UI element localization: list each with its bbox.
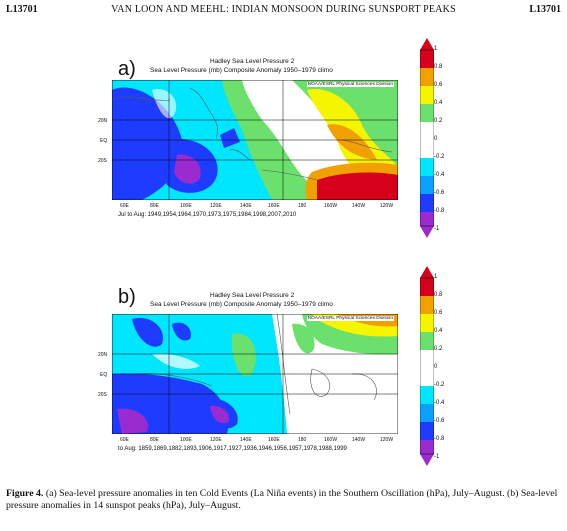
- colorbar-b-label: 0.4: [434, 328, 443, 334]
- panel-a: a) Hadley Sea Level Pressure 2 Sea Level…: [0, 40, 567, 240]
- panel-a-lat-label: EQ: [100, 138, 108, 144]
- panel-a-lon-label: 180: [298, 203, 307, 209]
- colorbar-a-label: -0.2: [434, 154, 445, 160]
- caption-text: (a) Sea-level pressure anomalies in ten …: [6, 488, 558, 511]
- panel-b-lon-label: 100E: [180, 437, 192, 443]
- panel-a-lon-label: 140E: [240, 203, 252, 209]
- panel-b-lat-label: EQ: [100, 372, 108, 378]
- panel-b-map: NOAA/ESRL Physical Sciences Division: [112, 314, 398, 434]
- colorbar-a-label: 1: [434, 46, 438, 52]
- colorbar-b-label: -0.8: [434, 436, 445, 442]
- panel-a-letter: a): [118, 58, 136, 80]
- panel-a-credit: NOAA/ESRL Physical Sciences Division: [306, 82, 394, 87]
- caption-label: Figure 4.: [6, 488, 44, 499]
- colorbar-a-scale: [420, 38, 434, 238]
- panel-a-lon-label: 120W: [380, 203, 394, 209]
- panel-a-map: NOAA/ESRL Physical Sciences Division: [112, 80, 398, 200]
- header-title: VAN LOON AND MEEHL: INDIAN MONSOON DURIN…: [111, 4, 456, 15]
- colorbar-a-label: 0.4: [434, 100, 443, 106]
- panel-a-lon-label: 120E: [210, 203, 222, 209]
- panel-b-anomaly-map: [112, 314, 398, 434]
- colorbar-b-scale: [420, 266, 434, 466]
- panel-a-lon-label: 60E: [120, 203, 129, 209]
- colorbar-a-label: -0.4: [434, 172, 445, 178]
- panel-a-lat-label: 20S: [98, 158, 107, 164]
- panel-a-title: Hadley Sea Level Pressure 2: [210, 58, 295, 65]
- running-header: L13701 VAN LOON AND MEEHL: INDIAN MONSOO…: [6, 4, 561, 18]
- colorbar-b-label: -0.4: [434, 400, 445, 406]
- panel-b-letter: b): [118, 286, 136, 308]
- panel-b-lon-label: 120E: [210, 437, 222, 443]
- colorbar-a-label: -1: [434, 226, 440, 232]
- colorbar-b-label: 1: [434, 274, 438, 280]
- panel-b-lon-label: 120W: [380, 437, 394, 443]
- panel-a-lon-label: 160W: [324, 203, 338, 209]
- colorbar-a-label: 0.2: [434, 118, 443, 124]
- panel-b-title: Hadley Sea Level Pressure 2: [210, 292, 295, 299]
- header-article-id-right: L13701: [529, 4, 561, 15]
- colorbar-b-label: 0.8: [434, 292, 443, 298]
- panel-b-lat-label: 20S: [98, 392, 107, 398]
- panel-b-lon-label: 140E: [240, 437, 252, 443]
- panel-b-lon-label: 80E: [150, 437, 159, 443]
- panel-b: b) Hadley Sea Level Pressure 2 Sea Level…: [0, 268, 567, 468]
- colorbar-b-label: -0.6: [434, 418, 445, 424]
- colorbar-a-label: -0.8: [434, 208, 445, 214]
- colorbar-a-label: 0: [434, 136, 438, 142]
- colorbar-b-label: -1: [434, 454, 440, 460]
- panel-a-lon-label: 160E: [268, 203, 280, 209]
- panel-a-lon-label: 100E: [180, 203, 192, 209]
- panel-b-subtitle-line: Sea Level Pressure (mb) Composite Anomal…: [150, 301, 333, 308]
- panel-b-credit: NOAA/ESRL Physical Sciences Division: [306, 316, 394, 321]
- colorbar-a: 1 0.8 0.6 0.4 0.2 0 -0.2 -0.4 -0.6 -0.8 …: [420, 38, 460, 238]
- colorbar-b-label: 0.2: [434, 346, 443, 352]
- panel-b-lat-label: 20N: [98, 352, 108, 358]
- panel-a-lon-label: 80E: [150, 203, 159, 209]
- panel-b-lon-label: 160W: [324, 437, 338, 443]
- panel-b-lon-label: 140W: [352, 437, 366, 443]
- panel-b-years: to Aug: 1859,1869,1882,1893,1906,1917,19…: [118, 446, 347, 452]
- colorbar-b: 1 0.8 0.6 0.4 0.2 0 -0.2 -0.4 -0.6 -0.8 …: [420, 266, 460, 466]
- panel-a-years: Jul to Aug: 1949,1954,1964,1970,1973,197…: [118, 212, 297, 218]
- figure-caption: Figure 4. (a) Sea-level pressure anomali…: [6, 488, 562, 512]
- colorbar-b-label: 0.6: [434, 310, 443, 316]
- colorbar-a-label: 0.8: [434, 64, 443, 70]
- header-article-id-left: L13701: [6, 4, 38, 15]
- panel-a-lon-label: 140W: [352, 203, 366, 209]
- panel-a-lat-label: 20N: [98, 118, 108, 124]
- panel-b-lon-label: 180: [298, 437, 307, 443]
- panel-b-lon-label: 160E: [268, 437, 280, 443]
- panel-a-anomaly-map: [112, 80, 398, 200]
- panel-b-lon-label: 60E: [120, 437, 129, 443]
- colorbar-b-label: 0: [434, 364, 438, 370]
- colorbar-a-label: -0.6: [434, 190, 445, 196]
- panel-a-subtitle-line: Sea Level Pressure (mb) Composite Anomal…: [150, 67, 333, 74]
- colorbar-a-label: 0.6: [434, 82, 443, 88]
- colorbar-b-label: -0.2: [434, 382, 445, 388]
